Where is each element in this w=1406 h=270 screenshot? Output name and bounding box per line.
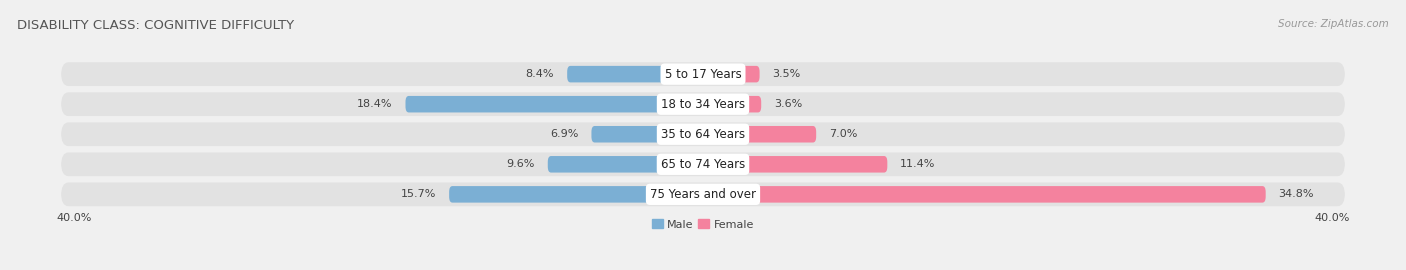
Text: 40.0%: 40.0% (1315, 213, 1350, 223)
Text: 7.0%: 7.0% (830, 129, 858, 139)
Text: 9.6%: 9.6% (506, 159, 534, 169)
Text: 34.8%: 34.8% (1278, 189, 1315, 199)
Text: 11.4%: 11.4% (900, 159, 935, 169)
Text: Source: ZipAtlas.com: Source: ZipAtlas.com (1278, 19, 1389, 29)
Text: 6.9%: 6.9% (550, 129, 578, 139)
FancyBboxPatch shape (449, 186, 703, 202)
Legend: Male, Female: Male, Female (652, 220, 754, 230)
FancyBboxPatch shape (703, 66, 759, 82)
Text: 3.6%: 3.6% (775, 99, 803, 109)
Text: 65 to 74 Years: 65 to 74 Years (661, 158, 745, 171)
Text: 8.4%: 8.4% (526, 69, 554, 79)
FancyBboxPatch shape (567, 66, 703, 82)
Text: 75 Years and over: 75 Years and over (650, 188, 756, 201)
Text: 35 to 64 Years: 35 to 64 Years (661, 128, 745, 141)
Text: 18.4%: 18.4% (357, 99, 392, 109)
Text: DISABILITY CLASS: COGNITIVE DIFFICULTY: DISABILITY CLASS: COGNITIVE DIFFICULTY (17, 19, 294, 32)
Text: 5 to 17 Years: 5 to 17 Years (665, 68, 741, 81)
Text: 18 to 34 Years: 18 to 34 Years (661, 98, 745, 111)
FancyBboxPatch shape (703, 186, 1265, 202)
FancyBboxPatch shape (548, 156, 703, 173)
FancyBboxPatch shape (60, 183, 1346, 206)
FancyBboxPatch shape (60, 122, 1346, 146)
Text: 15.7%: 15.7% (401, 189, 436, 199)
FancyBboxPatch shape (703, 126, 815, 143)
FancyBboxPatch shape (592, 126, 703, 143)
Text: 3.5%: 3.5% (772, 69, 801, 79)
FancyBboxPatch shape (703, 96, 761, 113)
FancyBboxPatch shape (60, 92, 1346, 116)
FancyBboxPatch shape (60, 62, 1346, 86)
Text: 40.0%: 40.0% (56, 213, 91, 223)
FancyBboxPatch shape (405, 96, 703, 113)
FancyBboxPatch shape (60, 153, 1346, 176)
FancyBboxPatch shape (703, 156, 887, 173)
